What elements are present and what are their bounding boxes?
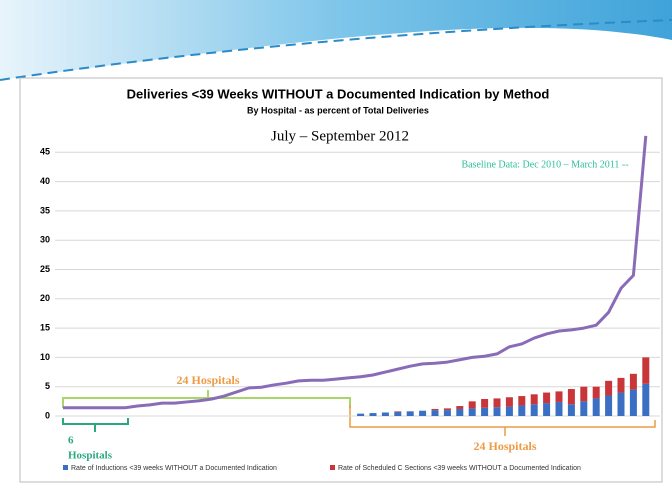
chart-title: Deliveries <39 Weeks WITHOUT a Documente… bbox=[127, 86, 550, 101]
baseline-note: Baseline Data: Dec 2010 – March 2011 -- bbox=[461, 159, 628, 170]
bar bbox=[580, 386, 588, 402]
y-tick-label: 0 bbox=[45, 410, 50, 420]
bar bbox=[605, 380, 613, 396]
bar bbox=[443, 410, 451, 416]
bar bbox=[456, 406, 464, 409]
y-tick-label: 10 bbox=[40, 352, 50, 362]
legend-label: Rate of Scheduled C Sections <39 weeks W… bbox=[338, 465, 581, 472]
bar bbox=[357, 413, 365, 416]
legend-label: Rate of Inductions <39 weeks WITHOUT a D… bbox=[71, 465, 277, 472]
bar bbox=[629, 389, 637, 416]
chart-subtitle: By Hospital - as percent of Total Delive… bbox=[247, 105, 429, 115]
bar bbox=[555, 391, 563, 402]
annotation: 24 Hospitals bbox=[473, 439, 536, 453]
bar bbox=[493, 398, 501, 408]
y-tick-label: 35 bbox=[40, 205, 50, 215]
bar bbox=[518, 396, 526, 406]
bar bbox=[493, 407, 501, 416]
bar bbox=[567, 404, 575, 416]
bar bbox=[505, 406, 513, 416]
bar bbox=[394, 411, 402, 416]
bar bbox=[530, 404, 538, 416]
bar bbox=[617, 377, 625, 393]
bar bbox=[481, 407, 489, 416]
bar bbox=[642, 383, 650, 416]
bar bbox=[419, 410, 427, 416]
y-tick-label: 40 bbox=[40, 176, 50, 186]
bar bbox=[567, 389, 575, 405]
y-tick-label: 15 bbox=[40, 322, 50, 332]
bar bbox=[431, 410, 439, 416]
bar bbox=[592, 398, 600, 416]
y-tick-label: 5 bbox=[45, 381, 50, 391]
bar bbox=[605, 395, 613, 416]
bar bbox=[555, 401, 563, 416]
y-tick-label: 45 bbox=[40, 147, 50, 157]
bar bbox=[617, 392, 625, 416]
bar bbox=[543, 403, 551, 416]
bar bbox=[518, 405, 526, 416]
bar bbox=[456, 408, 464, 416]
bar bbox=[394, 411, 402, 412]
annotation: Hospitals bbox=[68, 450, 113, 462]
legend-swatch bbox=[330, 465, 335, 470]
bracket bbox=[62, 390, 351, 408]
y-tick-label: 20 bbox=[40, 293, 50, 303]
y-tick-label: 25 bbox=[40, 264, 50, 274]
annotation: 6 bbox=[68, 435, 74, 447]
bar bbox=[592, 386, 600, 399]
bar bbox=[629, 373, 637, 390]
legend-swatch bbox=[63, 465, 68, 470]
bar bbox=[443, 408, 451, 411]
bar bbox=[381, 412, 389, 416]
header-line bbox=[0, 19, 672, 81]
bar bbox=[505, 397, 513, 407]
bar bbox=[468, 401, 476, 409]
period: July – September 2012 bbox=[271, 128, 409, 144]
y-tick-label: 30 bbox=[40, 235, 50, 245]
annotation: 24 Hospitals bbox=[176, 373, 239, 387]
bar bbox=[481, 399, 489, 408]
bar bbox=[369, 413, 377, 416]
baseline-line bbox=[63, 135, 648, 410]
bar bbox=[642, 357, 650, 384]
bar bbox=[468, 408, 476, 416]
bar bbox=[406, 411, 414, 416]
bar bbox=[431, 408, 439, 411]
bracket bbox=[62, 418, 129, 432]
bar bbox=[543, 392, 551, 404]
bar bbox=[580, 401, 588, 416]
header-wave bbox=[0, 0, 672, 80]
chart-frame bbox=[19, 77, 663, 483]
bar bbox=[530, 394, 538, 405]
